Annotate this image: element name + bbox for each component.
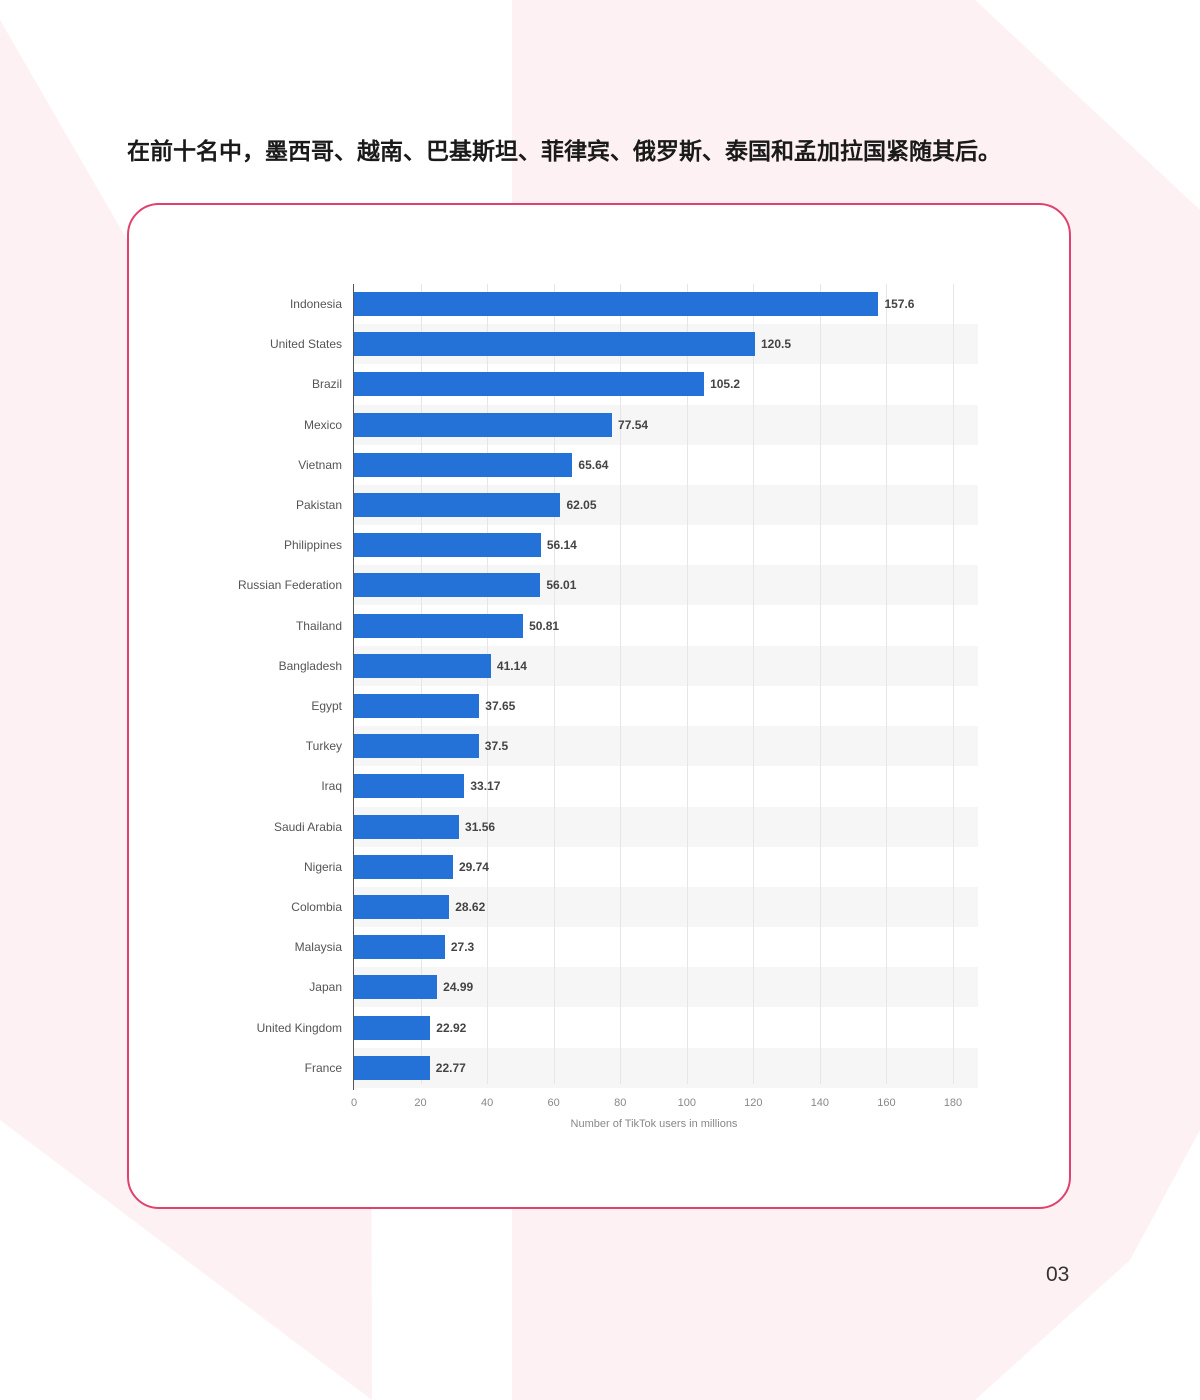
bar <box>354 452 573 477</box>
category-label: United States <box>269 337 342 352</box>
value-label: 37.65 <box>485 699 516 713</box>
caption-text: 在前十名中，墨西哥、越南、巴基斯坦、菲律宾、俄罗斯、泰国和孟加拉国紧随其后。 <box>127 139 1001 165</box>
x-tick-label: 0 <box>350 1097 358 1109</box>
gridline <box>687 284 688 1084</box>
value-label: 56.14 <box>546 538 577 553</box>
bar <box>354 573 541 598</box>
x-tick-label: 120 <box>744 1097 763 1109</box>
bar <box>354 895 450 919</box>
value-label: 22.77 <box>435 1060 466 1075</box>
value-label: 31.56 <box>465 819 496 834</box>
bar <box>354 292 879 316</box>
row-band <box>354 887 978 927</box>
category-label: Japan <box>309 980 342 995</box>
bar <box>354 1055 430 1080</box>
category-label: Colombia <box>291 900 342 914</box>
category-label: Russian Federation <box>237 578 342 593</box>
x-tick-label: 180 <box>943 1097 963 1109</box>
bar <box>354 372 705 397</box>
chart-card <box>127 203 1071 1209</box>
bar <box>354 774 465 799</box>
value-label: 29.74 <box>458 859 489 874</box>
value-label: 37.5 <box>484 739 509 754</box>
gridline <box>421 284 422 1084</box>
category-label: Mexico <box>303 417 342 432</box>
category-label: Indonesia <box>289 297 342 311</box>
category-label: Malaysia <box>294 940 342 955</box>
bar <box>354 493 561 517</box>
row-band <box>354 967 978 1008</box>
category-label: Turkey <box>305 739 342 754</box>
bar <box>354 694 480 718</box>
gridline <box>820 284 821 1084</box>
x-tick-label: 160 <box>877 1097 896 1109</box>
bar <box>354 332 755 357</box>
bar <box>354 854 453 879</box>
value-label: 50.81 <box>529 618 560 633</box>
x-tick-label: 60 <box>547 1097 560 1109</box>
value-label: 28.62 <box>455 900 486 914</box>
value-label: 22.92 <box>436 1020 467 1035</box>
category-label: Pakistan <box>295 498 342 512</box>
bar <box>354 814 460 839</box>
value-label: 27.3 <box>450 940 475 955</box>
bar <box>354 734 479 759</box>
category-label: Bangladesh <box>278 658 342 673</box>
value-label: 62.05 <box>566 498 597 512</box>
value-label: 41.14 <box>496 658 527 673</box>
category-label: Egypt <box>311 699 342 713</box>
value-label: 77.54 <box>618 417 649 432</box>
value-label: 105.2 <box>710 377 741 392</box>
value-label: 65.64 <box>578 457 609 472</box>
gridline <box>620 284 621 1084</box>
category-label: Brazil <box>311 377 342 392</box>
bar <box>354 653 491 678</box>
category-label: United Kingdom <box>256 1020 342 1035</box>
value-label: 157.6 <box>884 297 915 311</box>
bar <box>354 1015 431 1040</box>
gridline <box>554 284 555 1084</box>
gridline <box>753 284 754 1084</box>
value-label: 56.01 <box>546 578 577 593</box>
category-label: Iraq <box>321 779 342 794</box>
bar <box>354 533 541 558</box>
x-axis-label: Number of TikTok users in millions <box>570 1118 738 1130</box>
x-tick-label: 40 <box>480 1097 494 1109</box>
category-label: Saudi Arabia <box>273 819 342 834</box>
category-label: Thailand <box>295 618 342 633</box>
x-tick-label: 140 <box>810 1097 830 1109</box>
page-number: 03 <box>1046 1263 1070 1286</box>
value-label: 24.99 <box>443 980 474 995</box>
gridline <box>953 284 954 1084</box>
bar <box>354 412 613 437</box>
category-label: Philippines <box>283 538 342 553</box>
bar <box>354 935 445 960</box>
value-label: 33.17 <box>470 779 501 794</box>
category-label: France <box>304 1060 342 1075</box>
gridline <box>886 284 887 1084</box>
x-tick-label: 20 <box>414 1097 427 1109</box>
category-label: Vietnam <box>298 457 342 472</box>
bar <box>354 613 524 638</box>
row-band <box>354 1047 978 1088</box>
bar <box>354 975 438 1000</box>
value-label: 120.5 <box>760 337 792 352</box>
y-axis-line <box>353 284 354 1090</box>
category-label: Nigeria <box>303 859 342 874</box>
gridline <box>487 284 488 1084</box>
x-tick-label: 100 <box>677 1097 696 1109</box>
x-tick-label: 80 <box>614 1097 627 1109</box>
